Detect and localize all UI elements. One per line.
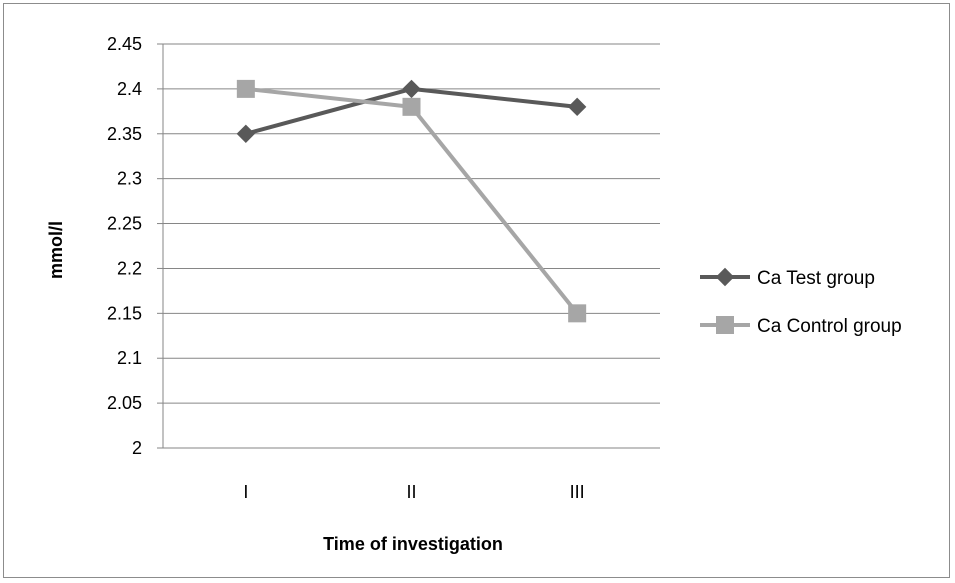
y-tick-label: 2.05 bbox=[107, 393, 142, 413]
data-point-diamond bbox=[402, 79, 421, 99]
x-tick-label: I bbox=[243, 482, 248, 502]
y-tick-label: 2.4 bbox=[117, 79, 142, 99]
data-point-diamond bbox=[236, 124, 256, 143]
y-tick-label: 2.15 bbox=[107, 303, 142, 323]
y-tick-label: 2.1 bbox=[117, 348, 142, 368]
y-tick-label: 2.45 bbox=[107, 34, 142, 54]
legend-label-control: Ca Control group bbox=[757, 316, 902, 337]
y-tick-label: 2.25 bbox=[107, 214, 142, 234]
y-tick-label: 2 bbox=[132, 438, 142, 458]
data-point-square bbox=[402, 97, 421, 116]
x-tick-labels: I II III bbox=[243, 482, 584, 502]
data-point-square bbox=[236, 79, 255, 98]
y-axis-title: mmol/l bbox=[46, 221, 66, 279]
y-tick-label: 2.3 bbox=[117, 169, 142, 189]
legend-marker-diamond bbox=[715, 267, 735, 287]
legend-item-control: Ca Control group bbox=[700, 316, 902, 337]
chart-frame bbox=[3, 3, 950, 578]
data-point-square bbox=[568, 304, 587, 323]
legend-marker-square bbox=[716, 316, 734, 334]
legend: Ca Test group Ca Control group bbox=[700, 267, 902, 337]
series-lines bbox=[236, 79, 587, 323]
x-tick-label: II bbox=[406, 482, 416, 502]
x-tick-label: III bbox=[570, 482, 585, 502]
y-tick-label: 2.2 bbox=[117, 258, 142, 278]
y-tick-label: 2.35 bbox=[107, 124, 142, 144]
series-line-control bbox=[245, 86, 579, 315]
data-point-diamond bbox=[567, 97, 587, 117]
y-tick-labels: 2 2.05 2.1 2.15 2.2 2.25 2.3 2.35 2.4 2.45 bbox=[107, 34, 142, 458]
legend-label-test: Ca Test group bbox=[757, 268, 875, 289]
x-axis-title: Time of investigation bbox=[323, 534, 503, 554]
legend-item-test: Ca Test group bbox=[700, 267, 875, 289]
